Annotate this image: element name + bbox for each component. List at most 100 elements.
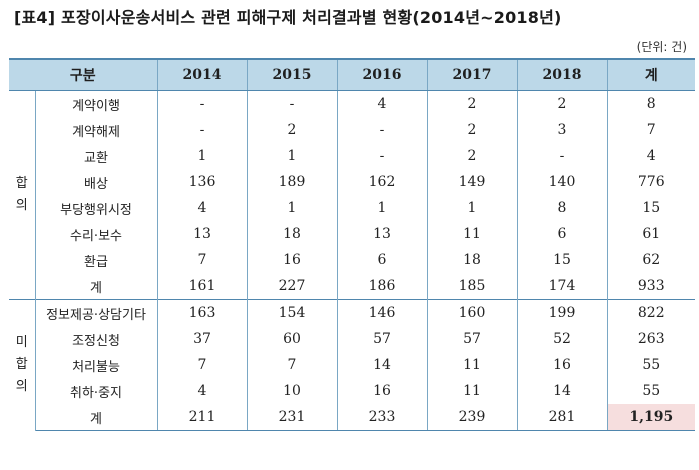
- row-label: 조정신청: [35, 326, 158, 352]
- table-row: 교환 1 1-2-4: [9, 143, 695, 169]
- table-row: 계 211 231 233 239 281 1,195: [9, 404, 696, 431]
- value-cell: 61: [642, 226, 661, 242]
- value-cell: 2: [517, 90, 608, 117]
- value-cell: 13: [337, 221, 428, 247]
- table-row: 합 의 계약이행 - -4 2 2 8: [9, 90, 696, 300]
- data-table: 구분 2014 2015 2016 2017 2018 계 합 의 계약이행 - -4 2…: [9, 58, 696, 431]
- value-cell: 11: [427, 352, 518, 378]
- value-cell: 4: [646, 148, 656, 164]
- value-cell: 1: [427, 195, 518, 221]
- value-cell: 4: [337, 90, 428, 117]
- table-row: 처리불능 7 7 14 11 16 55: [9, 352, 695, 378]
- table-row: 배상 136 189 162 149 140 776: [9, 169, 695, 195]
- value-cell: 933: [637, 278, 665, 294]
- row-label: 계: [35, 273, 158, 300]
- value-cell: -: [517, 143, 608, 169]
- value-cell: 146: [337, 299, 428, 326]
- value-cell: 136: [157, 169, 248, 195]
- row-label: 교환: [35, 143, 158, 169]
- value-cell: 263: [637, 331, 665, 347]
- value-cell: 1: [157, 143, 248, 169]
- value-cell: 2: [427, 90, 518, 117]
- row-label: 취하·중지: [35, 378, 158, 404]
- value-cell: -: [247, 90, 338, 117]
- value-cell: 7: [157, 352, 248, 378]
- row-label: 환급: [35, 247, 158, 273]
- value-cell: 55: [642, 357, 661, 373]
- value-cell: 18: [247, 221, 338, 247]
- row-label: 부당행위시정: [35, 195, 158, 221]
- row-label: 계약이행: [35, 90, 158, 117]
- value-cell: 13: [157, 221, 248, 247]
- value-cell: 6: [517, 221, 608, 247]
- value-cell: 15: [642, 200, 661, 216]
- table-row: 계 161 227 186 185 174 933: [9, 273, 695, 300]
- value-cell: 154: [247, 299, 338, 326]
- value-cell: 6: [337, 247, 428, 273]
- value-cell: 52: [517, 326, 608, 352]
- value-cell: 776: [637, 174, 665, 190]
- value-cell: 11: [427, 221, 518, 247]
- table-row: 취하·중지 4 10 16 11 14 55: [9, 378, 695, 404]
- value-cell: 2: [427, 143, 518, 169]
- value-cell: 2: [427, 117, 518, 143]
- header-col: 2015: [247, 58, 338, 91]
- value-cell: 1: [247, 195, 338, 221]
- value-cell: 7: [157, 247, 248, 273]
- value-cell: 4: [157, 378, 248, 404]
- value-cell: 16: [517, 352, 608, 378]
- table-row: 부당행위시정 4 1 1 1 8 15: [9, 195, 695, 221]
- value-cell: -: [337, 117, 428, 143]
- value-cell: 149: [427, 169, 518, 195]
- value-cell: 1: [337, 195, 428, 221]
- value-cell: 14: [517, 378, 608, 404]
- value-cell: 161: [157, 273, 248, 300]
- value-cell: 174: [517, 273, 608, 300]
- value-cell: 233: [337, 404, 428, 431]
- value-cell: 16: [337, 378, 428, 404]
- value-cell: 57: [427, 326, 518, 352]
- value-cell: 185: [427, 273, 518, 300]
- table-row: 조정신청 37 60 57 57 52 263: [9, 326, 695, 352]
- row-label: 처리불능: [35, 352, 158, 378]
- value-cell: -: [157, 90, 248, 117]
- table-row: 미 합 의 정보제공·상담기타 163 154 146 160 199 822: [9, 299, 696, 431]
- row-label: 정보제공·상담기타: [35, 299, 158, 326]
- value-cell: 10: [247, 378, 338, 404]
- value-cell: 281: [517, 404, 608, 431]
- header-col: 2016: [337, 58, 428, 91]
- value-cell: 11: [427, 378, 518, 404]
- value-cell: -: [157, 117, 248, 143]
- value-cell: 186: [337, 273, 428, 300]
- value-cell: 227: [247, 273, 338, 300]
- value-cell: 8: [607, 90, 696, 117]
- value-cell: 57: [337, 326, 428, 352]
- value-cell: 160: [427, 299, 518, 326]
- table-title: [표4] 포장이사운송서비스 관련 피해구제 처리결과별 현황(2014년~20…: [14, 8, 562, 27]
- header-col: 2017: [427, 58, 518, 91]
- value-cell: 199: [517, 299, 608, 326]
- value-cell: 4: [157, 195, 248, 221]
- value-cell: 16: [247, 247, 338, 273]
- value-cell: 239: [427, 404, 518, 431]
- value-cell: 60: [247, 326, 338, 352]
- value-cell: 62: [642, 252, 661, 268]
- row-label: 계: [35, 404, 158, 431]
- header-row: 구분 2014 2015 2016 2017 2018 계: [9, 58, 696, 91]
- value-cell: 8: [517, 195, 608, 221]
- table-row: 계약해제 -2-2 3 7: [9, 117, 695, 143]
- value-cell: 1: [247, 143, 338, 169]
- unit-note: (단위: 건): [636, 40, 687, 54]
- value-cell: 18: [427, 247, 518, 273]
- value-cell: 15: [517, 247, 608, 273]
- header-col: 계: [607, 58, 696, 91]
- value-cell: 163: [157, 299, 248, 326]
- table-row: 환급 7 16 6 18 15 62: [9, 247, 695, 273]
- value-cell: 14: [337, 352, 428, 378]
- row-label: 수리·보수: [35, 221, 158, 247]
- value-cell: 2: [247, 117, 338, 143]
- value-cell: 211: [157, 404, 248, 431]
- value-cell: 37: [157, 326, 248, 352]
